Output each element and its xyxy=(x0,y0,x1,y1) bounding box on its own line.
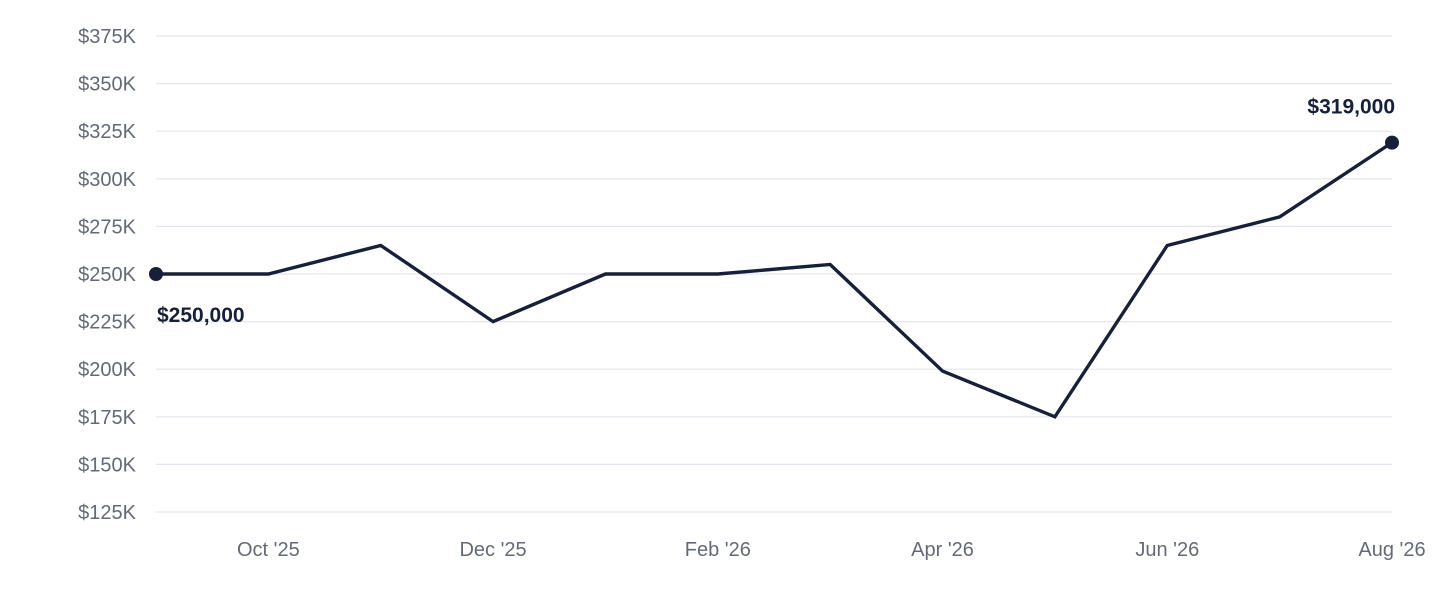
x-tick-label: Feb '26 xyxy=(685,539,751,561)
x-tick-label: Aug '26 xyxy=(1358,539,1425,561)
x-tick-label: Apr '26 xyxy=(911,539,974,561)
y-tick-label: $275K xyxy=(78,216,136,238)
y-tick-label: $150K xyxy=(78,454,136,476)
y-tick-label: $200K xyxy=(78,359,136,381)
data-point-marker xyxy=(1385,135,1399,150)
y-tick-label: $325K xyxy=(78,121,136,143)
y-tick-label: $250K xyxy=(78,264,136,286)
y-tick-label: $375K xyxy=(78,26,136,48)
y-tick-label: $225K xyxy=(78,312,136,334)
series-layer xyxy=(149,135,1399,419)
x-tick-label: Oct '25 xyxy=(237,539,300,561)
data-point-marker xyxy=(149,267,163,281)
x-axis: Oct '25 Dec '25 Feb '26 Apr '26 Jun '26 Aug '… xyxy=(237,539,1426,561)
data-label: $250,000 xyxy=(157,304,245,327)
x-tick-label: Jun '26 xyxy=(1135,539,1199,561)
data-label-layer: $250,000 $319,000 xyxy=(157,96,1395,327)
series-line xyxy=(154,140,1394,419)
y-tick-label: $350K xyxy=(78,74,136,96)
y-tick-label: $175K xyxy=(78,407,136,429)
y-tick-label: $125K xyxy=(78,502,136,524)
y-tick-label: $300K xyxy=(78,169,136,191)
grid-layer xyxy=(156,35,1392,513)
y-axis: $125K $150K $175K $200K $225K $250K $275K $300K… xyxy=(78,26,136,524)
data-label: $319,000 xyxy=(1307,96,1395,119)
x-tick-label: Dec '25 xyxy=(459,539,526,561)
